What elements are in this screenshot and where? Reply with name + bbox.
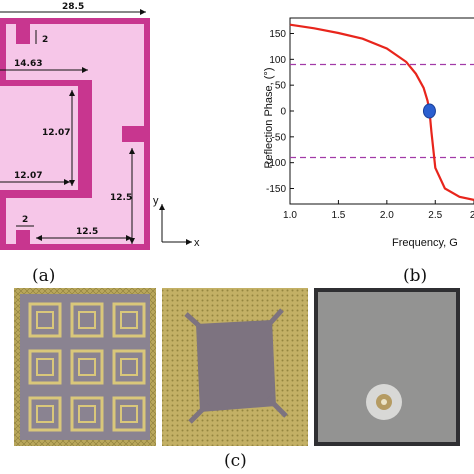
y-tick-label: -100 — [266, 158, 286, 169]
array-cell-inner — [36, 311, 54, 329]
panel-a-label: (a) — [32, 266, 56, 286]
y-tick-label: -150 — [266, 184, 286, 195]
right-notch — [122, 126, 144, 142]
resonance-marker — [422, 103, 436, 119]
photo-patch-board — [162, 288, 308, 446]
x-tick-label: 1.5 — [331, 210, 345, 221]
inner-loop-fill — [0, 86, 78, 190]
panel-a-unit-cell: 28.5 2 14.63 12.07 12.07 12.5 2 12.5 y x — [0, 2, 200, 250]
axis-y-label: y — [153, 195, 159, 207]
y-tick-label: 50 — [275, 81, 287, 92]
dim-inner-bottom: 12.07 — [14, 171, 42, 181]
photo-array-board — [14, 288, 156, 446]
top-slot — [16, 24, 30, 44]
chart-xlabel: Frequency, G — [392, 237, 458, 249]
y-tick-label: 100 — [269, 55, 286, 66]
array-cell — [28, 349, 62, 385]
array-cell-inner — [120, 405, 138, 423]
dim-inner-width: 14.63 — [14, 59, 42, 69]
array-cell — [112, 302, 146, 338]
panel-b-chart: 150 100 50 0 -50 -100 -150 1.0 1.5 2.0 2.5 2. Refle… — [263, 17, 474, 249]
x-tick-label: 2. — [470, 210, 474, 221]
axis-x-label: x — [194, 237, 200, 249]
array-cell-inner — [36, 358, 54, 376]
photo-ground-plane — [314, 288, 460, 446]
x-tick-label: 2.5 — [428, 210, 442, 221]
array-cell — [112, 349, 146, 385]
dim-slot-top: 2 — [42, 35, 48, 45]
dim-bottom-right: 12.5 — [76, 227, 98, 237]
array-cell — [28, 396, 62, 432]
dim-inner-height: 12.07 — [42, 128, 70, 138]
panel-b-label: (b) — [403, 266, 428, 286]
array-cell-inner — [78, 405, 96, 423]
dim-top: 28.5 — [62, 2, 84, 12]
panel-c-label: (c) — [224, 451, 247, 471]
array-cell — [28, 302, 62, 338]
series-line-reflection-phase — [289, 23, 474, 201]
array-cell-inner — [120, 311, 138, 329]
x-tick-label: 1.0 — [283, 210, 297, 221]
panel-c-photos — [14, 288, 460, 446]
array-cell-inner — [36, 405, 54, 423]
array-cell — [70, 396, 104, 432]
dim-slot-bottom: 2 — [22, 215, 28, 225]
array-cell-inner — [78, 311, 96, 329]
array-cell — [70, 349, 104, 385]
y-tick-label: -50 — [272, 132, 287, 143]
y-tick-label: 0 — [280, 107, 286, 118]
y-tick-label: 150 — [269, 29, 286, 40]
bottom-slot — [16, 230, 30, 250]
array-cell — [112, 396, 146, 432]
chart-ylabel: Reflection Phase, (°) — [263, 68, 275, 169]
array-cell-inner — [120, 358, 138, 376]
array-cell-inner — [78, 358, 96, 376]
array-cell — [70, 302, 104, 338]
x-tick-label: 2.0 — [380, 210, 394, 221]
dim-right-height: 12.5 — [110, 193, 132, 203]
